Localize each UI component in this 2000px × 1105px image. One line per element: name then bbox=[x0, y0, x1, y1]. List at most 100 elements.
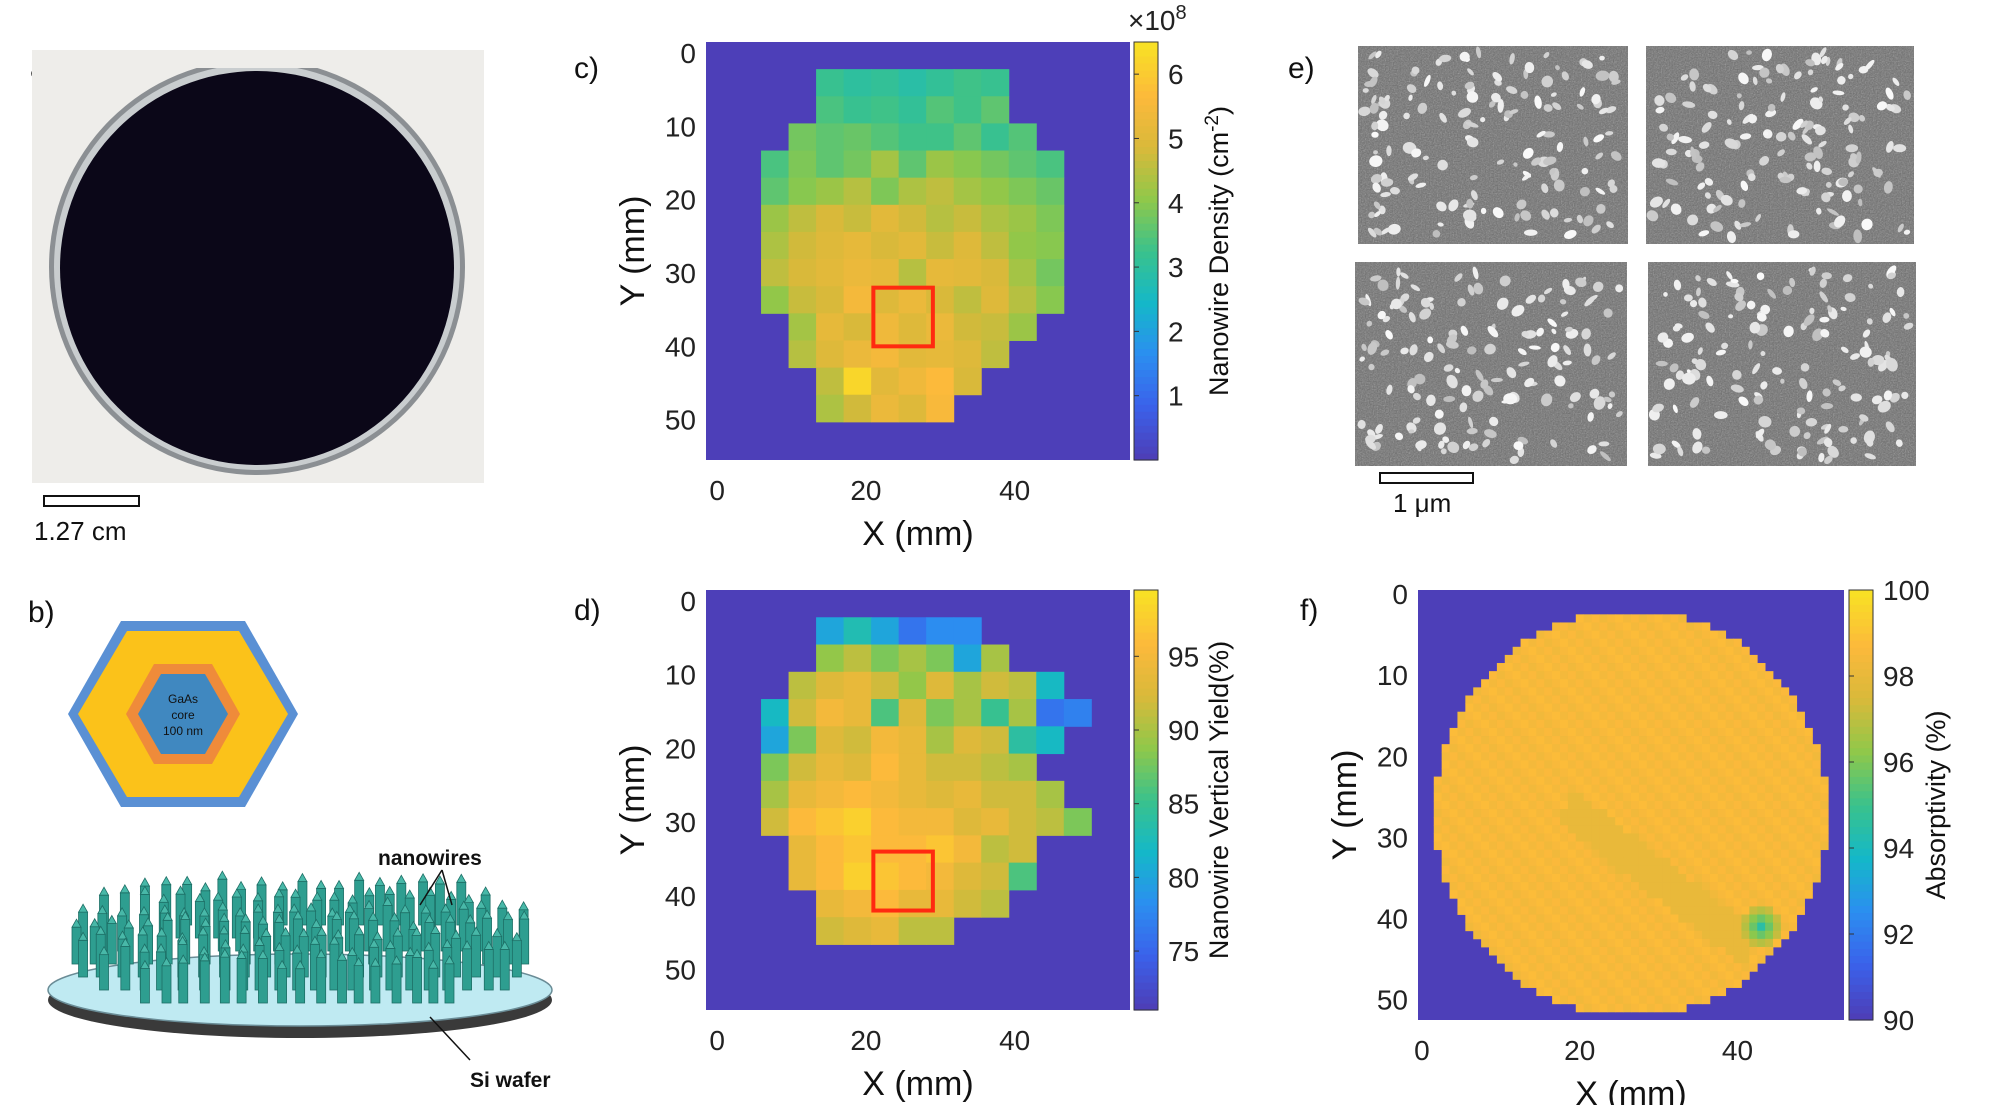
colorbar-segment bbox=[1134, 968, 1158, 976]
heatmap-pixel bbox=[1709, 663, 1719, 672]
heatmap-cell bbox=[1008, 753, 1037, 782]
heatmap-pixel bbox=[1662, 963, 1671, 972]
heatmap-pixel bbox=[1678, 946, 1687, 956]
heatmap-pixel bbox=[1702, 671, 1711, 680]
heatmap-cell bbox=[761, 259, 790, 287]
heatmap-pixel bbox=[1552, 971, 1561, 980]
heatmap-pixel bbox=[1709, 987, 1719, 997]
heatmap-pixel bbox=[1654, 841, 1663, 851]
heatmap-pixel bbox=[1820, 809, 1829, 818]
sem-particle bbox=[1520, 210, 1532, 221]
heatmap-pixel bbox=[1646, 719, 1656, 729]
heatmap-pixel bbox=[1496, 833, 1506, 842]
nanowire-tip bbox=[292, 944, 303, 954]
nanowire-tip bbox=[95, 925, 106, 935]
scale-bar-a-label: 1.27 cm bbox=[34, 516, 127, 546]
heatmap-pixel bbox=[1804, 792, 1813, 802]
colorbar-frame bbox=[1133, 589, 1159, 1011]
heatmap-pixel bbox=[1512, 663, 1521, 672]
heatmap-pixel bbox=[1615, 687, 1624, 696]
sem-particle bbox=[1760, 381, 1768, 390]
sem-particle bbox=[1739, 222, 1752, 228]
colorbar-segment bbox=[1849, 984, 1873, 992]
sem-particle bbox=[1689, 81, 1696, 92]
sem-particle bbox=[1866, 438, 1874, 447]
heatmap-pixel bbox=[1717, 922, 1727, 932]
colorbar-segment bbox=[1134, 772, 1158, 780]
heatmap-pixel bbox=[1607, 914, 1616, 924]
nanowire-tip bbox=[461, 939, 473, 950]
heatmap-cell bbox=[871, 617, 900, 646]
heatmap-pixel bbox=[1654, 873, 1663, 883]
colorbar-segment bbox=[1849, 604, 1873, 613]
heatmap-pixel bbox=[1780, 760, 1790, 769]
nanowire-tip bbox=[120, 937, 131, 947]
sem-particle bbox=[1506, 367, 1517, 379]
heatmap-pixel bbox=[1560, 654, 1569, 664]
heatmap-pixel bbox=[1552, 995, 1561, 1005]
heatmap-pixel bbox=[1662, 687, 1671, 696]
sem-particle bbox=[1765, 109, 1777, 118]
heatmap-pixel bbox=[1788, 760, 1798, 769]
heatmap-pixel bbox=[1709, 654, 1719, 664]
heatmap-pixel bbox=[1599, 955, 1608, 964]
wafer-pointer bbox=[429, 1016, 471, 1061]
heatmap-pixel bbox=[1481, 760, 1490, 769]
nanowire bbox=[511, 940, 522, 978]
heatmap-pixel bbox=[1662, 930, 1671, 940]
heatmap-pixel bbox=[1725, 938, 1734, 948]
heatmap-pixel bbox=[1631, 1003, 1640, 1013]
heatmap-pixel bbox=[1528, 882, 1537, 891]
heatmap-pixel bbox=[1709, 687, 1719, 696]
heatmap-pixel bbox=[1536, 825, 1545, 834]
heatmap-pixel bbox=[1686, 833, 1695, 842]
colorbar-segment bbox=[1134, 674, 1158, 682]
heatmap-pixel bbox=[1536, 817, 1545, 826]
colorbar-segment bbox=[1134, 125, 1158, 134]
heatmap-pixel bbox=[1717, 882, 1727, 891]
heatmap-pixel bbox=[1749, 768, 1758, 778]
y-tick-label: 30 bbox=[1377, 822, 1408, 853]
heatmap-pixel bbox=[1489, 841, 1498, 851]
heatmap-pixel bbox=[1623, 671, 1632, 680]
heatmap-pixel bbox=[1623, 873, 1632, 883]
heatmap-pixel bbox=[1489, 833, 1498, 842]
heatmap-pixel bbox=[1796, 800, 1805, 810]
nanowire-tip bbox=[98, 945, 110, 956]
colorbar-segment bbox=[1134, 625, 1158, 633]
heatmap-pixel bbox=[1765, 938, 1774, 948]
heatmap-cell bbox=[953, 69, 982, 97]
sem-particle bbox=[1695, 275, 1701, 282]
nanowire-tip bbox=[235, 880, 247, 890]
heatmap-pixel bbox=[1670, 752, 1679, 761]
sem-particle bbox=[1549, 168, 1556, 176]
heatmap-pixel bbox=[1489, 719, 1498, 729]
nanowire-tip bbox=[218, 924, 230, 935]
heatmap-pixel bbox=[1575, 898, 1585, 907]
heatmap-pixel bbox=[1489, 873, 1498, 883]
heatmap-pixel bbox=[1717, 955, 1727, 964]
heatmap-pixel bbox=[1780, 849, 1790, 859]
sem-particle bbox=[1859, 414, 1869, 422]
colorbar-segment bbox=[1849, 955, 1873, 964]
heatmap-pixel bbox=[1780, 906, 1790, 915]
heatmap-cell bbox=[843, 150, 872, 179]
sem-particle bbox=[1543, 104, 1553, 112]
heatmap-pixel bbox=[1780, 752, 1790, 761]
heatmap-pixel bbox=[1725, 663, 1734, 672]
wafer-label: Si wafer bbox=[470, 1069, 551, 1092]
sem-image-tile bbox=[1355, 262, 1627, 466]
heatmap-pixel bbox=[1528, 687, 1537, 696]
heatmap-pixel bbox=[1638, 914, 1648, 924]
heatmap-pixel bbox=[1709, 703, 1719, 713]
heatmap-pixel bbox=[1473, 800, 1482, 810]
colorbar-segment bbox=[1134, 299, 1158, 308]
sem-particle bbox=[1386, 384, 1393, 395]
sem-particle bbox=[1696, 287, 1701, 297]
heatmap-pixel bbox=[1489, 906, 1498, 915]
heatmap-pixel bbox=[1496, 768, 1506, 778]
colorbar-segment bbox=[1134, 132, 1158, 141]
heatmap-pixel bbox=[1552, 963, 1561, 972]
sem-particle bbox=[1682, 372, 1696, 385]
